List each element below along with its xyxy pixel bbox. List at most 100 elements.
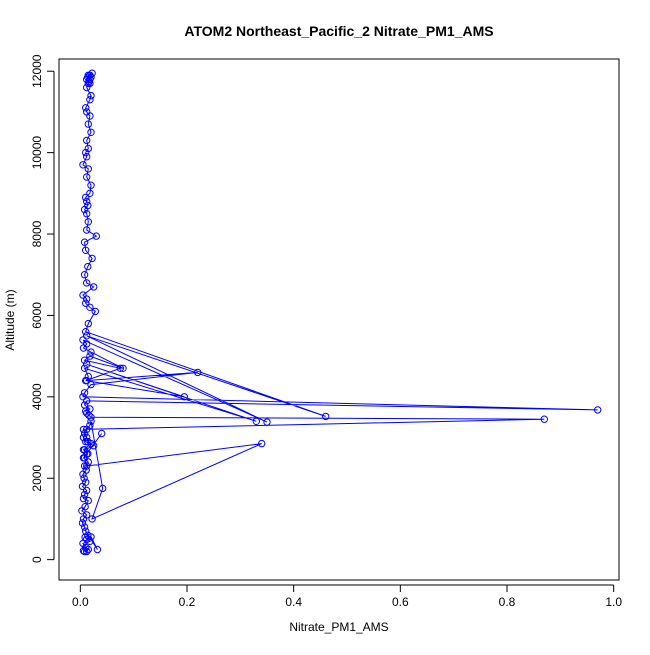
y-tick-label: 12000 xyxy=(30,54,44,88)
data-point xyxy=(83,340,91,348)
data-point xyxy=(84,165,93,173)
data-point xyxy=(88,69,96,77)
data-point xyxy=(80,429,89,438)
data-point xyxy=(87,413,95,421)
data-point xyxy=(86,189,94,198)
data-point xyxy=(90,283,98,291)
x-axis-label: Nitrate_PM1_AMS xyxy=(289,620,388,634)
data-point xyxy=(99,484,107,493)
data-point xyxy=(80,356,89,364)
data-point xyxy=(82,478,90,486)
data-point xyxy=(87,533,95,541)
data-point xyxy=(83,173,91,181)
data-point xyxy=(84,262,92,271)
x-tick-label: 0.4 xyxy=(285,595,302,609)
data-point xyxy=(79,291,87,299)
y-tick-label: 2000 xyxy=(30,465,44,492)
data-point xyxy=(87,181,95,189)
data-point xyxy=(79,433,88,442)
data-series xyxy=(78,69,602,556)
data-point xyxy=(84,458,93,466)
y-tick-label: 8000 xyxy=(30,220,44,247)
x-tick-label: 1.0 xyxy=(605,595,622,609)
data-point xyxy=(87,128,95,137)
series-line xyxy=(81,72,598,552)
data-point xyxy=(79,393,87,401)
data-point xyxy=(86,79,94,88)
data-point xyxy=(80,474,88,482)
data-point xyxy=(91,307,100,316)
data-point xyxy=(83,360,91,368)
data-point xyxy=(84,496,93,505)
data-point xyxy=(119,364,127,372)
data-point xyxy=(83,511,91,519)
data-point xyxy=(80,401,89,409)
data-point xyxy=(83,433,91,442)
data-point xyxy=(87,348,95,356)
data-point xyxy=(93,545,102,554)
data-point xyxy=(116,364,125,372)
data-point xyxy=(84,372,93,381)
data-point xyxy=(86,303,94,311)
data-point xyxy=(82,246,90,255)
data-point xyxy=(83,197,91,206)
y-tick-label: 6000 xyxy=(30,302,44,329)
data-point xyxy=(84,218,93,226)
y-tick-label: 0 xyxy=(30,556,44,563)
data-point xyxy=(258,439,266,448)
data-point xyxy=(322,412,330,421)
data-point xyxy=(83,108,91,116)
data-point xyxy=(87,91,95,100)
data-point xyxy=(80,547,89,556)
data-point xyxy=(82,104,90,112)
data-point xyxy=(83,397,91,405)
data-point xyxy=(86,405,94,413)
data-point xyxy=(252,417,260,425)
data-point xyxy=(82,193,90,202)
data-point xyxy=(82,328,90,336)
y-axis: 0 2000 4000 6000 8000 10000 12000 xyxy=(30,54,55,563)
data-point xyxy=(540,415,548,423)
chart-title: ATOM2 Northeast_Pacific_2 Nitrate_PM1_AM… xyxy=(184,23,493,39)
data-point xyxy=(88,254,96,263)
data-point xyxy=(594,406,602,414)
data-point xyxy=(83,486,91,495)
data-point xyxy=(88,515,96,523)
y-axis-label: Altitude (m) xyxy=(3,289,17,350)
data-point xyxy=(80,490,89,499)
data-point xyxy=(81,503,89,511)
data-point xyxy=(83,462,91,470)
data-point xyxy=(80,238,89,246)
data-point xyxy=(80,389,89,397)
data-point xyxy=(83,295,91,303)
data-point xyxy=(92,232,101,240)
data-point xyxy=(87,380,95,389)
data-point xyxy=(83,535,91,543)
data-point xyxy=(83,547,91,556)
data-point xyxy=(180,393,189,401)
data-point xyxy=(80,462,89,470)
data-point xyxy=(84,201,92,210)
x-tick-label: 0.6 xyxy=(392,595,409,609)
y-tick-label: 10000 xyxy=(30,136,44,170)
data-point xyxy=(83,136,91,145)
data-point xyxy=(83,153,91,161)
data-point xyxy=(79,161,87,169)
data-point xyxy=(86,352,94,360)
data-point xyxy=(79,336,87,344)
data-point xyxy=(98,429,106,438)
plot-frame xyxy=(58,58,620,581)
data-point xyxy=(80,523,89,531)
data-point xyxy=(83,279,91,287)
data-point xyxy=(79,446,88,454)
x-tick-label: 0.2 xyxy=(179,595,196,609)
data-point xyxy=(79,494,88,503)
data-point xyxy=(82,376,90,385)
data-point xyxy=(83,226,91,234)
x-axis: 0.0 0.2 0.4 0.6 0.8 1.0 xyxy=(72,584,622,609)
data-point xyxy=(82,299,90,307)
data-point xyxy=(83,210,91,218)
data-point xyxy=(80,364,89,372)
data-point xyxy=(82,527,90,535)
